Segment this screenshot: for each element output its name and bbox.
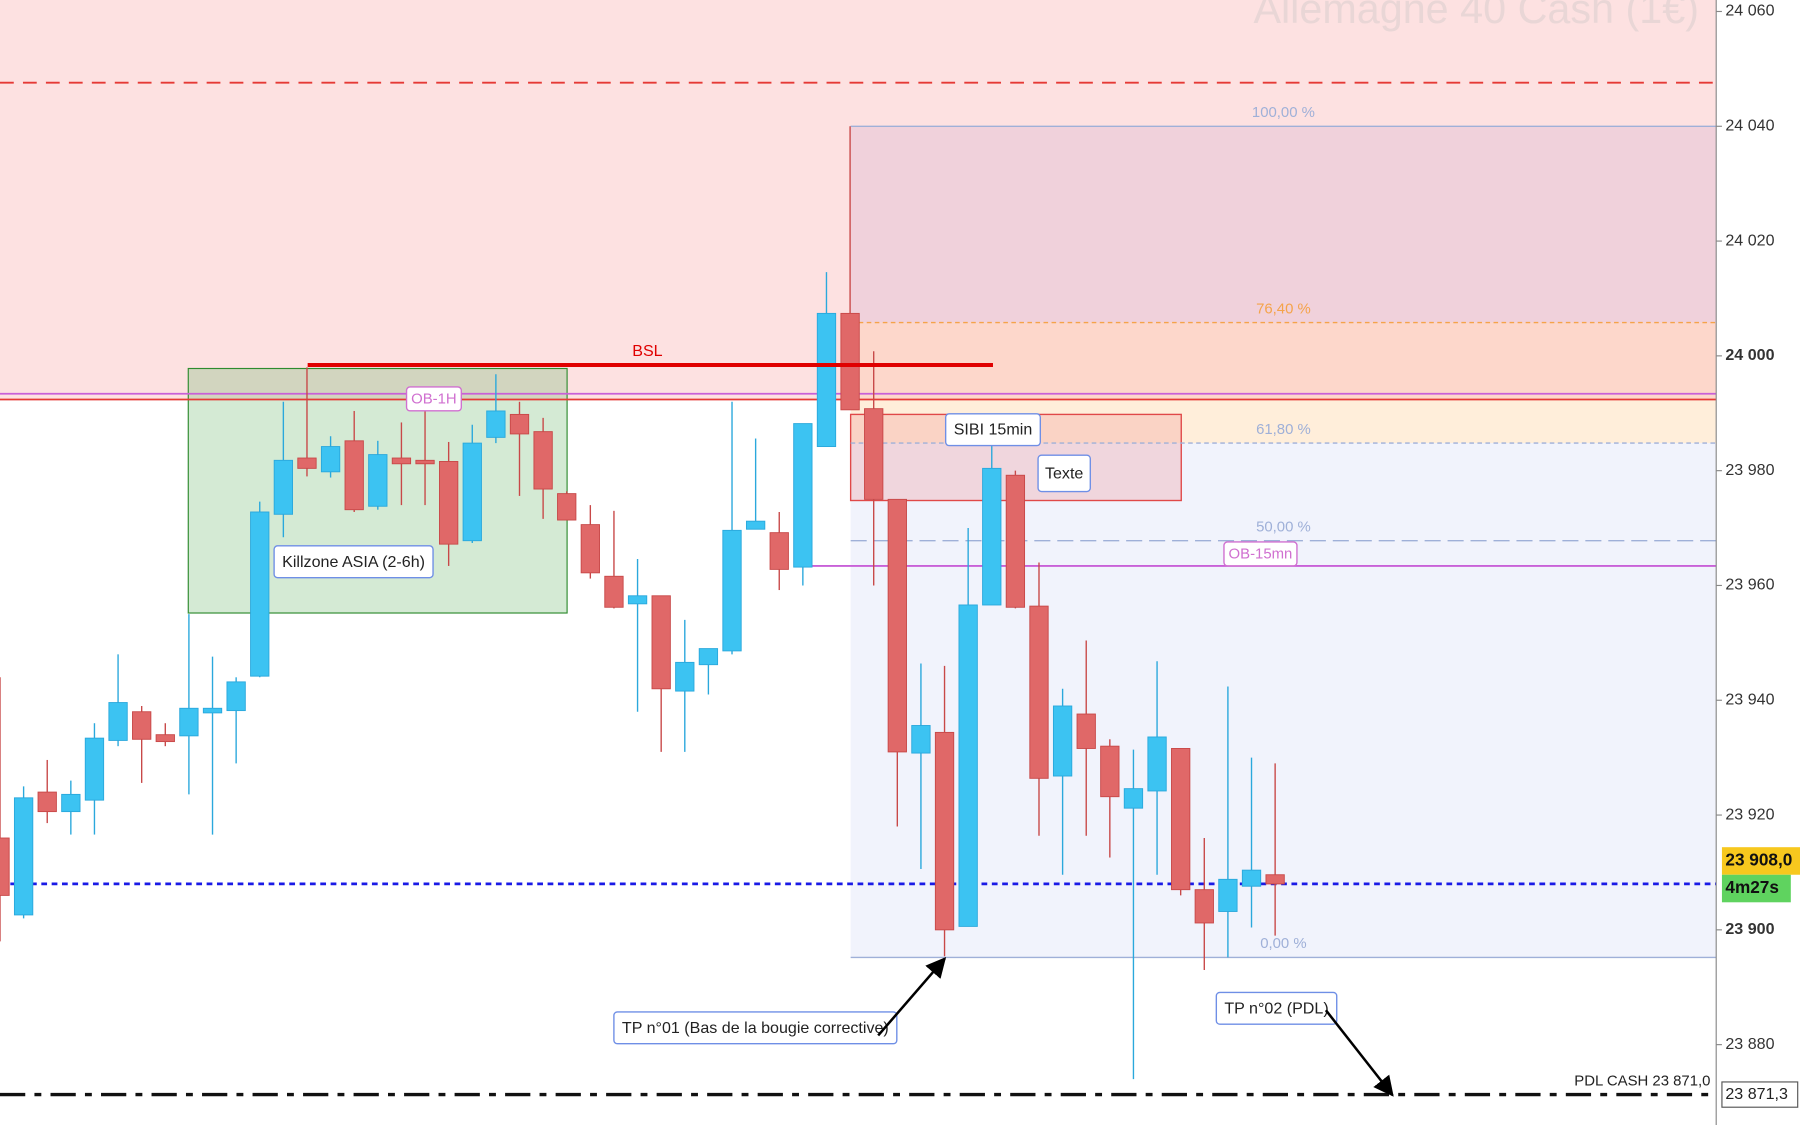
pdl-tag — [1721, 1081, 1799, 1108]
candle-body — [1265, 874, 1285, 885]
candle-body — [13, 797, 34, 916]
candle-body — [793, 423, 813, 568]
killzone-label: Killzone ASIA (2-6h) — [282, 553, 425, 571]
candle-body — [651, 595, 671, 690]
candle-body — [911, 725, 931, 754]
y-tick-label: 23 920 — [1725, 805, 1774, 823]
fib-label: 61,80 % — [1256, 421, 1311, 438]
candle-body — [226, 681, 246, 712]
pdl-label: PDL CASH 23 871,0 — [1574, 1072, 1710, 1089]
y-tick-label: 24 020 — [1725, 231, 1774, 249]
tp1-label: TP n°01 (Bas de la bougie corrective) — [622, 1019, 889, 1037]
ob-15mn-label: OB-15mn — [1229, 545, 1293, 562]
fib-label: 100,00 % — [1252, 104, 1315, 121]
note-label: Texte — [1045, 464, 1083, 482]
candle-body — [344, 440, 364, 511]
candle-body — [864, 408, 884, 500]
candle-body — [37, 791, 57, 813]
candle-body — [958, 604, 978, 927]
candle-body — [1100, 745, 1120, 798]
candle-body — [155, 734, 175, 743]
countdown-tag — [1721, 874, 1791, 903]
candle-body — [1029, 605, 1049, 779]
y-tick-label: 24 000 — [1725, 346, 1774, 364]
fib-zone — [850, 126, 1717, 323]
candle-body — [934, 731, 955, 931]
y-tick-label: 24 040 — [1725, 117, 1774, 135]
candle-body — [84, 737, 105, 801]
candle-body — [1241, 869, 1262, 887]
candle-body — [698, 648, 719, 666]
candle-body — [509, 413, 530, 435]
candle-body — [887, 498, 907, 753]
candle-body — [1147, 736, 1167, 792]
sibi-label: SIBI 15min — [954, 421, 1033, 439]
candle-body — [982, 467, 1002, 606]
y-tick-label: 23 880 — [1725, 1035, 1774, 1053]
candle-body — [1052, 705, 1073, 777]
candle-body — [391, 457, 412, 465]
candle-body — [179, 707, 199, 737]
candle-body — [1218, 878, 1238, 912]
candle-body — [557, 493, 577, 521]
candle-body — [533, 431, 553, 490]
bsl-label: BSL — [632, 342, 662, 360]
candle-body — [486, 410, 506, 438]
candle-body — [0, 837, 10, 896]
candle-body — [580, 524, 600, 574]
last-price-label: 23 908,0 — [1725, 850, 1792, 870]
candle-body — [108, 702, 128, 741]
axis-panel — [1716, 0, 1800, 1125]
candle-body — [250, 511, 270, 677]
candle-body — [604, 575, 624, 608]
candle-body — [273, 459, 294, 515]
candle-body — [1194, 889, 1214, 924]
last-price-tag — [1721, 847, 1800, 875]
y-tick-label: 23 960 — [1725, 576, 1774, 594]
fib-label: 76,40 % — [1256, 300, 1311, 317]
tp1-arrow — [877, 957, 947, 1037]
chart-title: Allemagne 40 Cash (1€) — [1253, 0, 1699, 32]
pdl-tag-label: 23 871,3 — [1725, 1085, 1788, 1103]
y-tick-label: 24 060 — [1725, 2, 1774, 20]
tp1-label-box — [613, 1011, 898, 1045]
candle-body — [368, 454, 388, 507]
candle-body — [1005, 474, 1026, 608]
y-tick-label: 23 940 — [1725, 691, 1774, 709]
candle-body — [61, 793, 81, 813]
candle-body — [462, 442, 482, 542]
note-label-box — [1037, 454, 1091, 493]
killzone-label-box — [273, 545, 434, 579]
ob-1h-label: OB-1H — [411, 390, 457, 407]
candle-body — [1123, 788, 1144, 809]
candle-body — [320, 446, 341, 473]
fib-label: 50,00 % — [1256, 519, 1311, 536]
ob-15mn-label-box — [1223, 541, 1298, 567]
candle-body — [840, 312, 860, 411]
tp2-label: TP n°02 (PDL) — [1224, 999, 1328, 1017]
candle-body — [722, 529, 742, 652]
y-tick-label: 23 900 — [1725, 920, 1774, 938]
candle-body — [132, 711, 152, 740]
tp2-label-box — [1215, 991, 1338, 1025]
candle-body — [745, 520, 766, 530]
candle-body — [439, 461, 459, 545]
sibi-label-box — [944, 413, 1041, 447]
candle-body — [627, 595, 648, 605]
candle-body — [816, 312, 837, 448]
y-tick-label: 23 980 — [1725, 461, 1774, 479]
fib-label: 0,00 % — [1260, 935, 1306, 952]
candle-body — [297, 457, 317, 469]
candle-body — [769, 532, 789, 570]
candle-body — [202, 707, 223, 714]
candle-body — [1171, 748, 1191, 891]
candle-body — [1076, 713, 1096, 749]
candle-body — [675, 661, 695, 692]
candle-body — [415, 459, 435, 465]
ob-1h-label-box — [405, 386, 462, 412]
countdown-label: 4m27s — [1725, 877, 1779, 897]
tp2-arrow — [1324, 1009, 1394, 1097]
